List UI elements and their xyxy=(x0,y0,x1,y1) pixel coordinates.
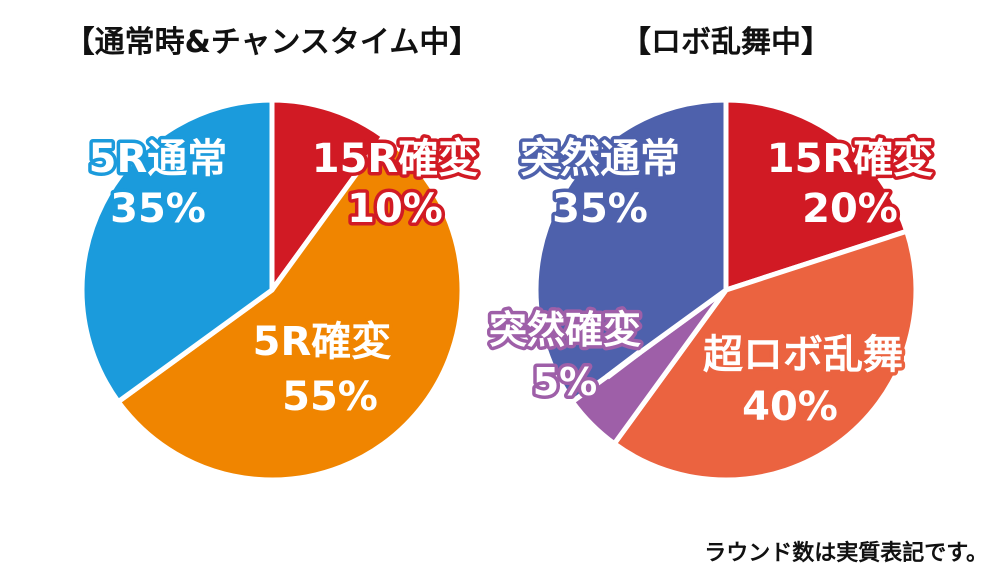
pie-normal-slice-0 xyxy=(269,97,387,293)
slice-label-5r-tsujo: 5R通常 xyxy=(89,136,228,182)
pie-chart-normal-labels: 15R確変 10% 5R確変 55% 5R通常 35% xyxy=(85,133,482,424)
slice-label-totsuzen-kakuhen: 突然確変 xyxy=(489,308,641,352)
pie-chart-normal xyxy=(79,97,465,483)
slice-value-totsuzen-tsujo: 35% xyxy=(552,186,648,232)
pie-robo-slice-0 xyxy=(723,97,910,293)
pie-chart-robo-labels: 15R確変 20% 超ロボ乱舞 40% 突然確変 5% 突然通常 35% xyxy=(485,133,936,434)
pie-robo-slice-3 xyxy=(533,97,729,405)
chart-2-title: 【ロボ乱舞中】 xyxy=(621,25,831,60)
slice-value-cho-robo-ranbu: 40% xyxy=(742,384,838,430)
slice-label-5r-kakuhen: 5R確変 xyxy=(253,319,392,365)
pie-normal-slice-2 xyxy=(79,97,275,405)
slice-value-5r-kakuhen: 55% xyxy=(282,374,378,420)
slice-value-5r-tsujo: 35% xyxy=(110,186,206,232)
slice-value-15r-kakuhen: 10% xyxy=(347,186,443,232)
slice-value-totsuzen-kakuhen: 5% xyxy=(533,360,598,404)
pie-chart-robo xyxy=(533,97,919,483)
chart-1-title: 【通常時&チャンスタイム中】 xyxy=(65,25,480,60)
slice-label-15r-kakuhen-robo: 15R確変 xyxy=(767,136,933,182)
pie-robo-slice-1 xyxy=(611,228,919,483)
slice-value-15r-kakuhen-robo: 20% xyxy=(802,186,898,232)
slice-label-cho-robo-ranbu: 超ロボ乱舞 xyxy=(703,332,903,378)
slice-label-15r-kakuhen: 15R確変 xyxy=(312,136,478,182)
pie-normal-slice-1 xyxy=(115,133,465,483)
slice-label-totsuzen-tsujo: 突然通常 xyxy=(520,136,680,182)
footnote: ラウンド数は実質表記です。 xyxy=(704,540,988,566)
slice-leader-line xyxy=(605,349,642,380)
